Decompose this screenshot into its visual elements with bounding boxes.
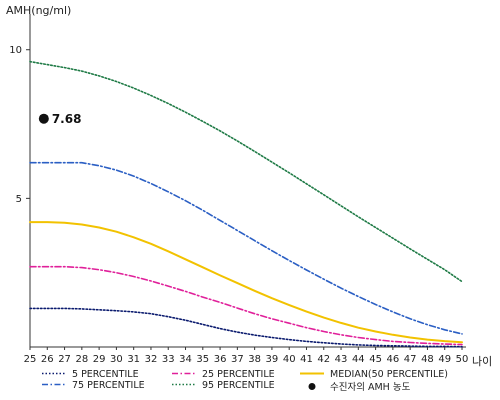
y-tick-label: 10 xyxy=(9,45,22,56)
y-axis-ticks: 5 10 xyxy=(9,45,30,205)
points-layer: 7.68 xyxy=(38,112,82,126)
x-tick-label: 33 xyxy=(162,354,175,365)
series-layer xyxy=(29,60,463,348)
legend: 5 PERCENTILE 25 PERCENTILE MEDIAN(50 PERCE… xyxy=(42,369,448,393)
y-tick-label: 5 xyxy=(16,194,22,205)
series-line-75-percentile xyxy=(29,161,463,335)
x-tick-label: 37 xyxy=(231,354,244,365)
x-tick-label: 40 xyxy=(283,354,296,365)
series-line-median-50-percentile xyxy=(29,221,463,344)
series-line-25-percentile xyxy=(29,265,463,346)
legend-point-marker xyxy=(308,383,316,390)
y-axis-title: AMH(ng/ml) xyxy=(6,4,71,17)
x-tick-label: 41 xyxy=(300,354,313,365)
x-tick-label: 43 xyxy=(335,354,348,365)
x-tick-label: 29 xyxy=(93,354,106,365)
patient-amh-point xyxy=(38,113,49,124)
x-tick-label: 46 xyxy=(387,354,400,365)
x-tick-label: 25 xyxy=(24,354,37,365)
legend-label: MEDIAN(50 PERCENTILE) xyxy=(330,369,448,380)
patient-amh-value-label: 7.68 xyxy=(52,112,82,126)
x-axis-ticks: 25 26 27 28 29 30 31 32 33 34 35 36 37 38 39 40 41 42 43 44… xyxy=(24,347,469,365)
x-tick-label: 48 xyxy=(421,354,434,365)
legend-label: 75 PERCENTILE xyxy=(72,380,145,391)
x-tick-label: 31 xyxy=(127,354,140,365)
x-tick-label: 44 xyxy=(352,354,365,365)
x-tick-label: 30 xyxy=(110,354,123,365)
x-tick-label: 36 xyxy=(214,354,227,365)
x-tick-label: 28 xyxy=(75,354,88,365)
x-tick-label: 38 xyxy=(248,354,261,365)
x-tick-label: 32 xyxy=(145,354,158,365)
x-tick-label: 39 xyxy=(266,354,279,365)
x-tick-label: 45 xyxy=(369,354,382,365)
axes xyxy=(29,14,466,348)
x-tick-label: 35 xyxy=(196,354,209,365)
x-tick-label: 27 xyxy=(58,354,71,365)
series-line-95-percentile xyxy=(29,60,463,283)
x-tick-label: 34 xyxy=(179,354,192,365)
x-tick-label: 26 xyxy=(41,354,54,365)
legend-label: 5 PERCENTILE xyxy=(72,369,139,380)
x-tick-label: 50 xyxy=(456,354,469,365)
x-tick-label: 42 xyxy=(317,354,330,365)
series-line-5-percentile xyxy=(29,307,463,348)
legend-label: 수진자의 AMH 농도 xyxy=(330,382,411,393)
legend-label: 25 PERCENTILE xyxy=(202,369,275,380)
x-tick-label: 49 xyxy=(438,354,451,365)
x-axis-title: 나이 xyxy=(472,355,492,368)
x-tick-label: 47 xyxy=(404,354,417,365)
legend-label: 95 PERCENTILE xyxy=(202,380,275,391)
